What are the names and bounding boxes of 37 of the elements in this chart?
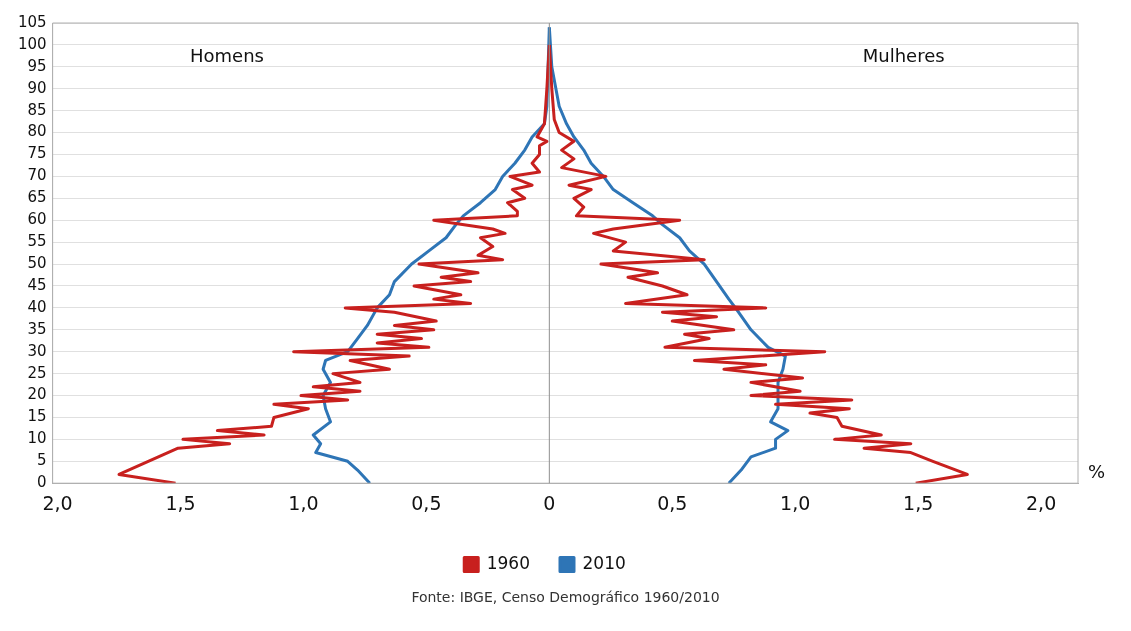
y-tick-label: 100 <box>17 34 47 53</box>
y-tick-label: 10 <box>27 429 47 448</box>
y-tick-label: 90 <box>27 78 47 97</box>
x-tick-label: 0,5 <box>657 491 688 514</box>
y-tick-label: 80 <box>27 122 47 141</box>
x-tick-label: 2,0 <box>1026 491 1057 514</box>
y-tick-label: 105 <box>17 12 47 31</box>
x-axis-title: % <box>1088 460 1106 482</box>
y-tick-label: 85 <box>27 100 47 119</box>
y-tick-label: 15 <box>27 407 47 426</box>
x-tick-label: 1,0 <box>780 491 811 514</box>
y-tick-label: 35 <box>27 319 47 338</box>
x-tick-label: 0,5 <box>411 491 442 514</box>
y-tick-label: 30 <box>27 341 47 360</box>
y-tick-label: 50 <box>27 253 47 272</box>
y-tick-label: 75 <box>27 144 47 163</box>
y-tick-label: 45 <box>27 275 47 294</box>
legend-label: 2010 <box>582 552 626 573</box>
y-tick-label: 95 <box>27 56 47 75</box>
x-tick-label: 0 <box>543 491 556 514</box>
y-tick-label: 40 <box>27 297 47 316</box>
y-tick-label: 65 <box>27 188 47 207</box>
y-tick-label: 0 <box>37 473 47 492</box>
y-tick-label: 70 <box>27 166 47 185</box>
x-tick-label: 1,0 <box>288 491 319 514</box>
y-tick-label: 20 <box>27 385 47 404</box>
y-tick-label: 55 <box>27 232 47 251</box>
y-tick-label: 5 <box>37 451 47 470</box>
x-tick-label: 2,0 <box>42 491 73 514</box>
source-note: Fonte: IBGE, Censo Demográfico 1960/2010 <box>410 589 721 605</box>
y-tick-label: 25 <box>27 363 47 382</box>
legend-label: 1960 <box>486 552 530 573</box>
annotation: Mulheres <box>862 44 945 66</box>
annotation: Homens <box>189 44 264 66</box>
x-tick-label: 1,5 <box>903 491 934 514</box>
x-tick-label: 1,5 <box>165 491 196 514</box>
y-tick-label: 60 <box>27 210 47 229</box>
